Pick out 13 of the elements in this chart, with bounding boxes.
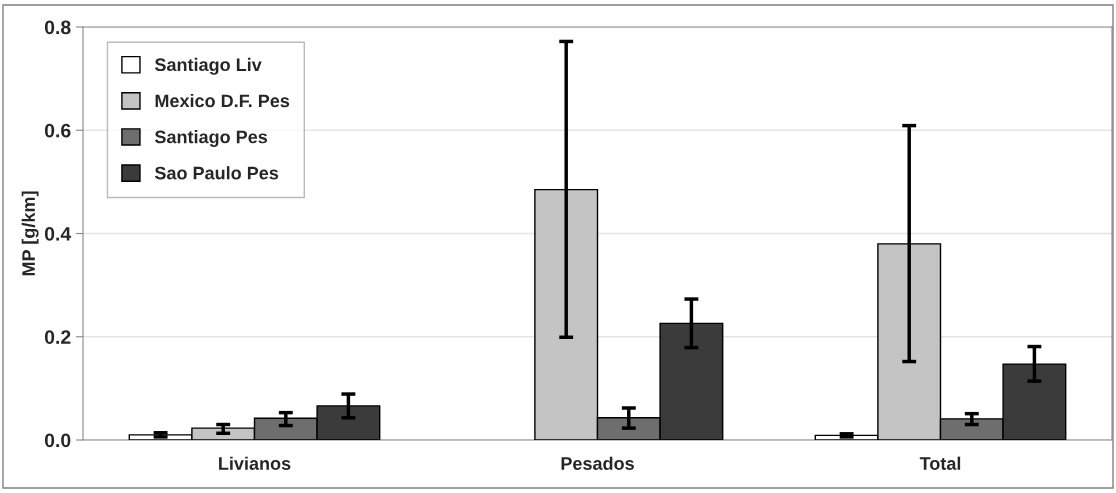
- x-tick-label: Total: [919, 456, 961, 470]
- legend-label: Mexico D.F. Pes: [155, 93, 290, 108]
- x-tick-label: Pesados: [561, 456, 634, 470]
- y-axis-title: MP [g/km]: [21, 191, 39, 276]
- legend-label: Sao Paulo Pes: [154, 166, 279, 180]
- y-tick-label: 0.0: [44, 433, 71, 448]
- legend-label: Santiago Liv: [154, 57, 262, 75]
- legend-label: Santiago Pes: [154, 130, 268, 147]
- y-tick-label: 0.8: [44, 20, 71, 35]
- y-tick-label: 0.4: [44, 226, 72, 241]
- x-tick-label: Livianos: [219, 456, 291, 470]
- y-tick-label: 0.6: [44, 123, 71, 138]
- y-tick-label: 0.2: [44, 330, 71, 344]
